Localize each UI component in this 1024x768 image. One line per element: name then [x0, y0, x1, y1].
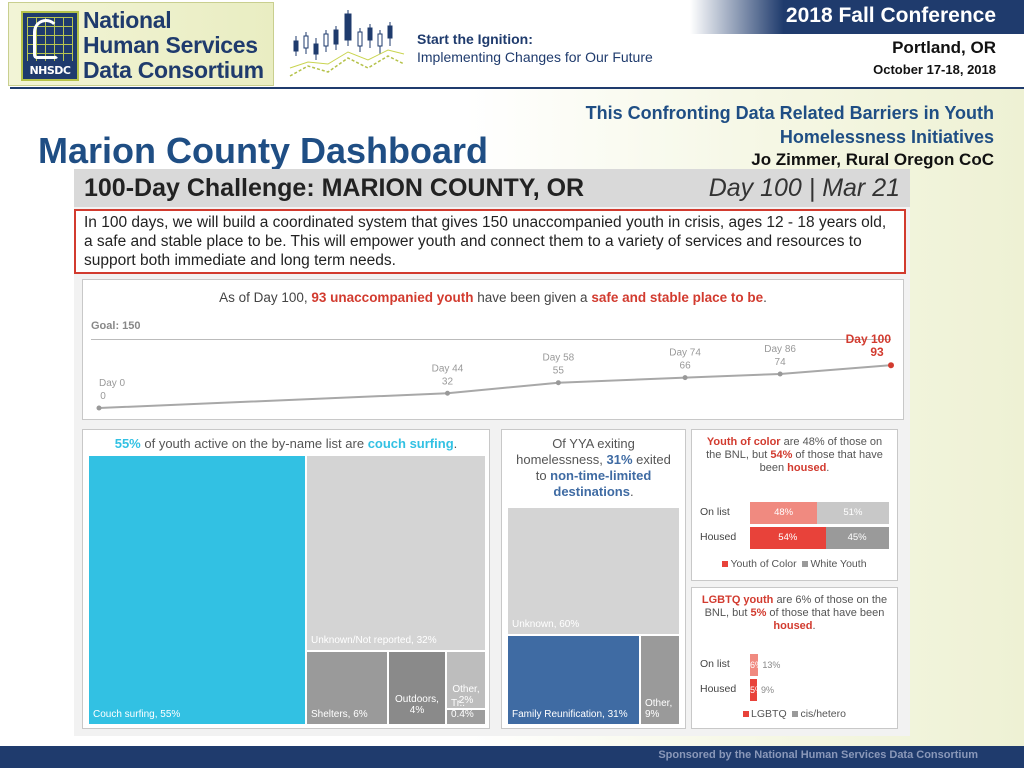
bar-row-label: Housed [700, 531, 737, 543]
treemap-tile: Shelters, 6% [307, 652, 387, 724]
stacked-bar: 54% 45% [750, 527, 890, 549]
header-divider [10, 87, 1024, 89]
progress-day-label: Day 44 [432, 363, 464, 374]
sponsor-text: Sponsored by the National Human Services… [658, 749, 978, 761]
bar-row-label: Housed [700, 683, 737, 695]
progress-line-panel: As of Day 100, 93 unaccompanied youth ha… [82, 279, 904, 420]
nhsdc-logo: NHSDC National Human Services Data Conso… [8, 2, 274, 86]
sponsor-footer: Sponsored by the National Human Services… [0, 746, 1024, 768]
treemap-tile: Other, 9% [641, 636, 679, 724]
logo-org-name: National Human Services Data Consortium [83, 7, 264, 83]
conference-header: NHSDC National Human Services Data Conso… [0, 0, 1024, 89]
treemap-tile: Outdoors, 4% [389, 652, 445, 724]
treemap-tile-label: Outdoors, 4% [395, 694, 439, 716]
bar-segment-b: 51% [817, 502, 889, 524]
progress-point [777, 371, 783, 377]
progress-point [888, 362, 894, 369]
progress-value-label: 74 [775, 357, 787, 368]
progress-point [444, 390, 450, 396]
lgbtq-panel: LGBTQ youth are 6% of those on the BNL, … [691, 587, 898, 729]
bar-segment-b: 9% [761, 685, 775, 695]
bar-row: On list 48% 51% [700, 502, 895, 524]
treemap-tile: Couch surfing, 55% [89, 456, 305, 724]
lgbtq-headline: LGBTQ youth are 6% of those on the BNL, … [701, 594, 888, 632]
dashboard-day-label: Day 100 | Mar 21 [708, 174, 900, 202]
progress-point [682, 375, 688, 381]
conference-title: 2018 Fall Conference [785, 4, 996, 27]
conference-title-bar [690, 0, 1024, 34]
progress-day-label: Day 100 [846, 332, 892, 346]
bar-segment-a: 6% [750, 654, 763, 676]
progress-day-label: Day 86 [764, 344, 796, 355]
treemap-tile: Family Reunification, 31% [508, 636, 639, 724]
conference-dates: October 17-18, 2018 [873, 62, 996, 77]
slide-subtitle: This Confronting Data Related Barriers i… [585, 103, 994, 147]
conference-city: Portland, OR [892, 38, 996, 57]
nhsdc-logo-mark: NHSDC [21, 11, 79, 81]
dashboard-header: 100-Day Challenge: MARION COUNTY, OR Day… [74, 169, 910, 207]
progress-point [96, 405, 102, 411]
bar-row-label: On list [700, 658, 730, 670]
bar-segment-a: 54% [750, 527, 826, 549]
progress-value-label: 32 [442, 376, 454, 387]
progress-line-chart: Day 0 0 Day 44 32 Day 58 55 Day 74 66 Day 86 74 Da… [96, 332, 894, 411]
goal-label: Goal: 150 [91, 320, 141, 332]
treemap-tile: Unknown, 60% [508, 508, 679, 634]
goal-statement: In 100 days, we will build a coordinated… [74, 209, 906, 274]
bar-segment-a: 5% [750, 679, 763, 701]
stacked-bar: 48% 51% [750, 502, 890, 524]
goal-line [91, 339, 891, 340]
youth-of-color-panel: Youth of color are 48% of those on the B… [691, 429, 898, 581]
progress-day-label: Day 74 [669, 348, 701, 359]
bar-row: Housed 5% 9% [700, 679, 895, 701]
dashboard-screenshot: 100-Day Challenge: MARION COUNTY, OR Day… [74, 169, 910, 736]
treemap-tile-label: Tr.. 0.4% [451, 698, 474, 720]
bar-segment-a: 48% [750, 502, 818, 524]
progress-line [98, 364, 892, 409]
treemap-tile-label: Unknown/Not reported, 32% [311, 635, 437, 646]
logo-acronym: NHSDC [29, 64, 71, 77]
treemap-tile-label: Couch surfing, 55% [93, 709, 181, 720]
treemap-tile: Unknown/Not reported, 32% [307, 456, 485, 650]
lgbtq-legend: LGBTQ cis/hetero [692, 708, 897, 720]
bar-segment-b: 13% [762, 660, 781, 670]
stacked-bar: 6% 13% [750, 654, 940, 676]
couch-surfing-panel: 55% of youth active on the by-name list … [82, 429, 490, 729]
treemap-tile: Other, 2% [447, 652, 485, 708]
yoc-legend: Youth of Color White Youth [692, 558, 897, 570]
treemap-tile-label: Other, 9% [645, 698, 673, 720]
treemap-tile-label: Other, 2% [452, 684, 480, 706]
exit-headline: Of YYA exiting homelessness, 31% exited … [516, 436, 671, 499]
progress-day-label: Day 0 [99, 378, 126, 389]
yoc-headline: Youth of color are 48% of those on the B… [706, 436, 883, 474]
bar-row: On list 6% 13% [700, 654, 895, 676]
progress-point [555, 380, 561, 386]
treemap-tile-label: Unknown, 60% [512, 619, 580, 630]
bar-row-label: On list [700, 506, 730, 518]
progress-day-label: Day 58 [543, 353, 575, 364]
exit-destinations-panel: Of YYA exiting homelessness, 31% exited … [501, 429, 686, 729]
conference-tagline: Start the Ignition: Implementing Changes… [417, 31, 653, 65]
slide-title: Marion County Dashboard [38, 130, 489, 171]
stacked-bar: 5% 9% [750, 679, 940, 701]
progress-value-label: 93 [870, 345, 884, 359]
couch-surfing-headline: 55% of youth active on the by-name list … [114, 436, 458, 451]
candlestick-chart-icon [289, 10, 405, 77]
progress-value-label: 55 [553, 366, 565, 377]
progress-headline: As of Day 100, 93 unaccompanied youth ha… [219, 290, 767, 305]
progress-value-label: 0 [100, 391, 106, 402]
presenter-name: Jo Zimmer, Rural Oregon CoC [751, 150, 994, 169]
treemap-tile-label: Shelters, 6% [311, 709, 368, 720]
bar-row: Housed 54% 45% [700, 527, 895, 549]
treemap-tile-label: Family Reunification, 31% [512, 709, 628, 720]
bar-segment-b: 45% [825, 527, 889, 549]
treemap-tile: Tr.. 0.4% [447, 698, 485, 724]
dashboard-title: 100-Day Challenge: MARION COUNTY, OR [84, 174, 585, 202]
progress-value-label: 66 [680, 361, 692, 372]
